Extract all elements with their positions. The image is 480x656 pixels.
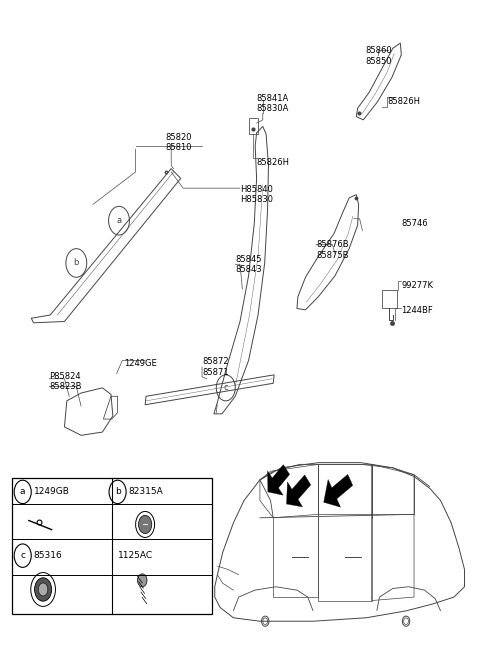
Text: 85746: 85746: [401, 219, 428, 228]
Circle shape: [35, 578, 52, 601]
Text: a: a: [117, 216, 121, 225]
Text: c: c: [224, 383, 228, 392]
Text: 85860
85850: 85860 85850: [366, 47, 392, 66]
Polygon shape: [287, 475, 311, 507]
Text: 85841A
85830A: 85841A 85830A: [257, 94, 289, 113]
Text: 1125AC: 1125AC: [118, 551, 153, 560]
Polygon shape: [324, 474, 353, 507]
Bar: [12, 478, 212, 614]
Text: P85824
85823B: P85824 85823B: [49, 372, 82, 391]
Text: 85872
85871: 85872 85871: [202, 358, 228, 377]
Circle shape: [38, 583, 48, 596]
Text: a: a: [20, 487, 25, 497]
Text: b: b: [115, 487, 120, 497]
Text: 85876B
85875B: 85876B 85875B: [316, 240, 348, 260]
Text: 85820
85810: 85820 85810: [165, 133, 192, 152]
Polygon shape: [267, 464, 289, 495]
Circle shape: [137, 574, 147, 587]
Text: H85840
H85830: H85840 H85830: [240, 185, 273, 205]
Text: 85316: 85316: [34, 551, 62, 560]
Text: 82315A: 82315A: [129, 487, 163, 497]
Text: 99277K: 99277K: [401, 281, 433, 290]
Text: b: b: [73, 258, 79, 268]
Text: 85826H: 85826H: [387, 97, 420, 106]
Text: 85826H: 85826H: [257, 157, 289, 167]
Text: 85845
85843: 85845 85843: [235, 255, 262, 274]
Text: c: c: [20, 551, 25, 560]
Circle shape: [138, 516, 152, 533]
Text: 1249GE: 1249GE: [124, 359, 156, 367]
Text: 1244BF: 1244BF: [401, 306, 433, 315]
Text: 1249GB: 1249GB: [34, 487, 70, 497]
